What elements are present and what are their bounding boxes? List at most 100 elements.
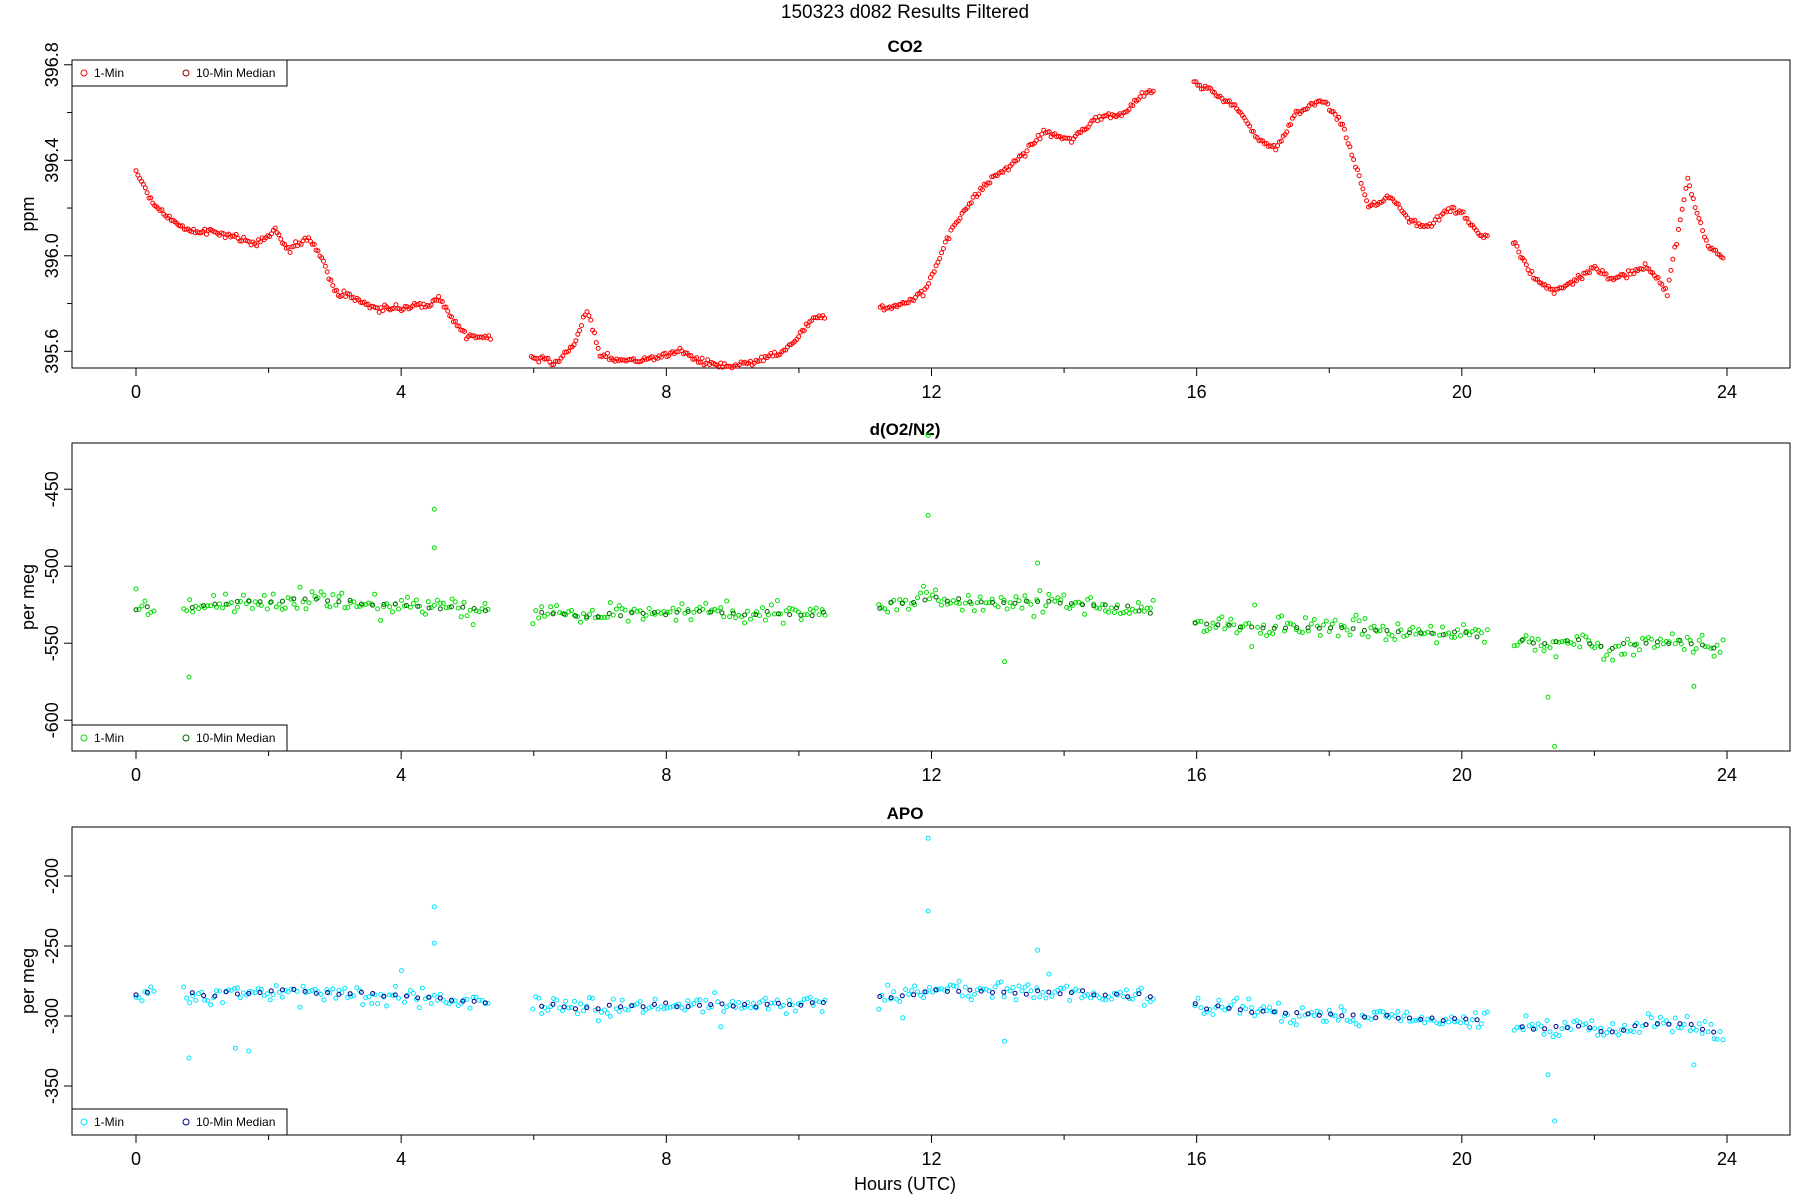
data-point-1min bbox=[1547, 645, 1553, 651]
data-point-median bbox=[1057, 600, 1063, 606]
data-point-median bbox=[1361, 627, 1367, 633]
data-point-median bbox=[1519, 1024, 1525, 1030]
data-point-median bbox=[257, 599, 263, 605]
data-point-1min bbox=[607, 600, 613, 606]
series-1min bbox=[133, 79, 1726, 371]
data-point-1min bbox=[1091, 990, 1097, 996]
data-point-1min bbox=[920, 293, 926, 299]
y-tick-label: 396.8 bbox=[42, 42, 62, 87]
x-tick-label: 4 bbox=[396, 1149, 406, 1169]
data-point-1min bbox=[1123, 987, 1129, 993]
o2n2-panel: d(O2/N2) per meg 0 4 8 12 16 20 24 -450 -500 -550 -6… bbox=[18, 420, 1791, 785]
data-point-1min bbox=[402, 304, 408, 309]
data-point-1min bbox=[1619, 651, 1625, 657]
x-tick-label: 12 bbox=[921, 382, 941, 402]
data-point-1min bbox=[1343, 135, 1349, 141]
data-point-1min bbox=[354, 604, 360, 610]
data-point-median bbox=[1407, 1015, 1412, 1021]
data-point-1min bbox=[682, 1007, 688, 1013]
data-point-1min bbox=[1360, 186, 1366, 192]
data-point-1min bbox=[237, 599, 243, 604]
data-point-median bbox=[1237, 1007, 1243, 1013]
data-point-1min bbox=[1243, 621, 1249, 627]
data-point-1min bbox=[1589, 1018, 1595, 1024]
data-point-1min bbox=[1520, 636, 1526, 642]
data-point-1min bbox=[1261, 622, 1267, 628]
data-point-1min bbox=[333, 995, 339, 1001]
data-point-1min bbox=[1642, 261, 1648, 267]
legend-box bbox=[71, 1108, 288, 1136]
data-point-1min bbox=[476, 609, 482, 615]
data-point-1min bbox=[1625, 636, 1631, 642]
data-point-median bbox=[189, 990, 195, 996]
data-point-median bbox=[1080, 602, 1086, 608]
data-point-median bbox=[347, 991, 353, 997]
data-point-1min bbox=[184, 995, 190, 1001]
data-point-1min bbox=[1064, 983, 1070, 989]
data-point-1min bbox=[328, 277, 334, 283]
data-point-1min bbox=[762, 617, 768, 623]
data-point-1min bbox=[1452, 1019, 1457, 1025]
data-point-1min bbox=[1004, 986, 1010, 992]
data-point-1min bbox=[1088, 995, 1094, 1001]
data-point-1min bbox=[345, 291, 351, 297]
data-point-median bbox=[358, 601, 364, 607]
data-point-median bbox=[1192, 1001, 1198, 1007]
data-point-1min bbox=[962, 600, 968, 606]
data-point-median bbox=[1350, 626, 1356, 632]
data-point-1min bbox=[1717, 649, 1723, 655]
data-point-1min bbox=[1147, 605, 1153, 611]
x-tick-label: 0 bbox=[131, 765, 141, 785]
data-point-1min bbox=[205, 998, 211, 1004]
data-point-1min bbox=[1035, 947, 1041, 953]
data-point-1min bbox=[760, 358, 766, 364]
data-point-1min bbox=[598, 1009, 604, 1015]
data-point-1min bbox=[279, 994, 285, 1000]
data-point-median bbox=[798, 612, 804, 618]
series-10min-median bbox=[133, 986, 1717, 1035]
data-point-1min bbox=[1231, 998, 1237, 1004]
data-point-1min bbox=[288, 986, 294, 992]
data-point-1min bbox=[1666, 277, 1672, 283]
data-point-1min bbox=[458, 614, 464, 620]
data-point-median bbox=[1474, 1017, 1480, 1023]
data-point-median bbox=[1587, 641, 1593, 647]
data-point-1min bbox=[563, 998, 569, 1004]
data-point-1min bbox=[1034, 985, 1040, 991]
data-point-1min bbox=[1380, 1009, 1386, 1015]
data-point-1min bbox=[193, 997, 199, 1003]
data-point-1min bbox=[351, 993, 357, 999]
data-point-1min bbox=[363, 995, 369, 1001]
data-point-median bbox=[1553, 1024, 1559, 1029]
data-point-1min bbox=[151, 988, 157, 994]
data-point-median bbox=[223, 989, 229, 995]
data-point-1min bbox=[747, 358, 753, 364]
data-point-1min bbox=[431, 992, 437, 998]
data-point-1min bbox=[291, 601, 297, 607]
data-point-1min bbox=[944, 986, 950, 992]
data-point-1min bbox=[637, 999, 643, 1005]
data-point-1min bbox=[933, 587, 938, 593]
data-point-median bbox=[651, 610, 657, 615]
legend-label-median: 10-Min Median bbox=[196, 66, 275, 80]
y-tick-label: -300 bbox=[42, 998, 62, 1034]
data-point-1min bbox=[1447, 209, 1453, 215]
data-point-1min bbox=[187, 597, 193, 603]
data-point-1min bbox=[1350, 1017, 1356, 1023]
data-point-1min bbox=[1340, 121, 1345, 127]
data-point-1min bbox=[1693, 1027, 1699, 1033]
data-point-1min bbox=[622, 607, 628, 613]
data-point-median bbox=[133, 607, 139, 613]
data-point-median bbox=[325, 990, 331, 995]
data-point-1min bbox=[1067, 998, 1073, 1003]
data-point-1min bbox=[1198, 619, 1204, 624]
data-point-1min bbox=[1691, 1062, 1697, 1068]
data-point-1min bbox=[1197, 82, 1203, 88]
data-point-1min bbox=[1037, 588, 1043, 594]
data-point-1min bbox=[1225, 621, 1231, 627]
data-point-median bbox=[719, 1001, 725, 1007]
data-point-1min bbox=[1383, 1013, 1389, 1019]
data-point-1min bbox=[431, 506, 437, 512]
data-point-1min bbox=[1102, 113, 1108, 119]
data-point-1min bbox=[233, 231, 239, 237]
